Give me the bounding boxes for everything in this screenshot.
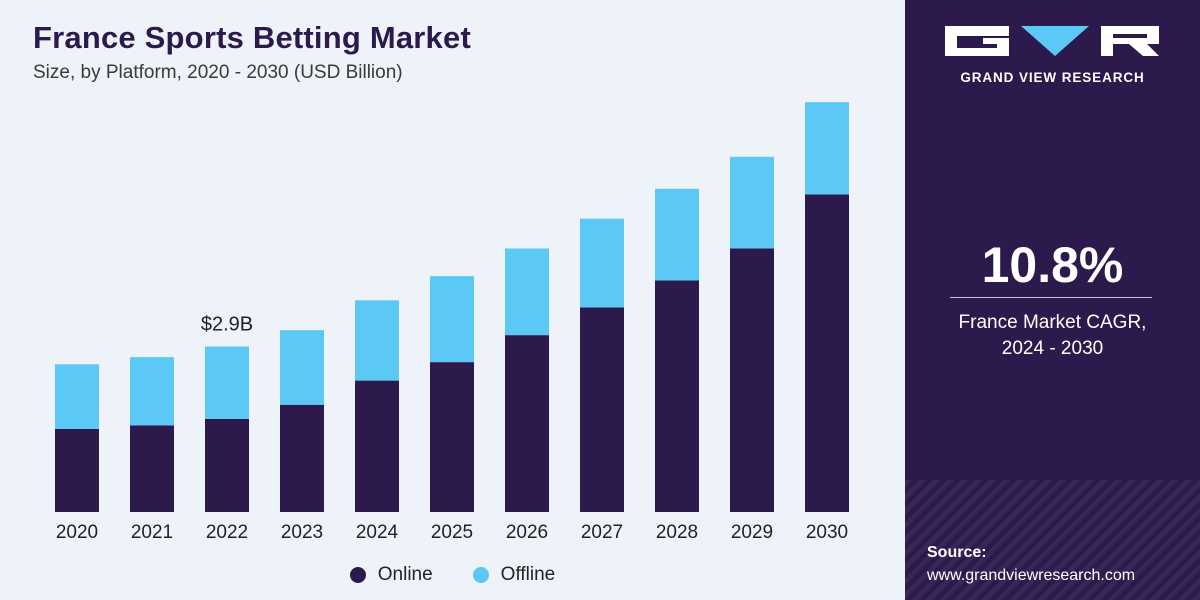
legend-item-online: Online: [349, 564, 433, 586]
logo-text: GRAND VIEW RESEARCH: [960, 70, 1145, 85]
cagr-divider: [950, 297, 1152, 298]
x-tick-label: 2023: [281, 522, 323, 543]
legend-label-online: Online: [377, 564, 433, 585]
source-title: Source:: [927, 544, 987, 561]
x-tick-label: 2025: [431, 522, 473, 543]
cagr-label-line1: France Market CAGR,: [958, 312, 1147, 333]
x-tick-label: 2022: [206, 522, 248, 543]
source-url: www.grandviewresearch.com: [927, 567, 1136, 584]
sidebar-panel: GRAND VIEW RESEARCH 10.8% France Market …: [905, 0, 1200, 600]
bar-offline-2024: [355, 300, 399, 381]
x-tick-label: 2021: [131, 522, 173, 543]
bar-online-2029: [730, 248, 774, 512]
stacked-bar-chart: 2020 2021 2022 2023 2024 2025 2026 2027 2028 2029…: [55, 102, 849, 543]
bar-offline-2030: [805, 102, 849, 195]
bar-online-2030: [805, 194, 849, 512]
legend-swatch-online: [349, 567, 366, 583]
bar-offline-2028: [655, 188, 699, 281]
bar-online-2026: [505, 335, 549, 512]
x-tick-label: 2027: [581, 522, 623, 543]
x-tick-label: 2029: [731, 522, 773, 543]
data-label-2022: $2.9B: [201, 313, 253, 335]
chart-legend: Online Offline: [0, 560, 905, 590]
cagr-label: France Market CAGR, 2024 - 2030: [905, 310, 1200, 362]
bar-online-2021: [130, 425, 174, 512]
bar-online-2023: [280, 404, 324, 512]
grand-view-research-logo: [945, 26, 1159, 56]
x-tick-label: 2020: [56, 522, 98, 543]
legend-swatch-offline: [472, 567, 489, 583]
bar-online-2022: [205, 418, 249, 512]
chart-area: France Sports Betting Market Size, by Pl…: [0, 20, 905, 590]
x-tick-label: 2024: [356, 522, 399, 543]
bar-offline-2029: [730, 156, 774, 249]
bar-offline-2027: [580, 218, 624, 308]
cagr-label-line2: 2024 - 2030: [1001, 338, 1104, 359]
legend-item-offline: Offline: [472, 564, 556, 586]
cagr-value: 10.8%: [981, 237, 1124, 293]
bar-offline-2020: [55, 364, 99, 429]
bar-online-2027: [580, 307, 624, 512]
x-tick-label: 2026: [506, 522, 548, 543]
legend-label-offline: Offline: [500, 564, 556, 585]
bar-offline-2022: [205, 346, 249, 419]
bar-offline-2023: [280, 330, 324, 405]
bar-online-2024: [355, 380, 399, 512]
source-pattern: [905, 480, 1200, 600]
bar-online-2028: [655, 280, 699, 512]
bar-offline-2026: [505, 248, 549, 336]
bar-online-2020: [55, 428, 99, 512]
x-tick-label: 2030: [806, 522, 848, 543]
chart-title: France Sports Betting Market: [33, 20, 471, 55]
bar-offline-2025: [430, 276, 474, 363]
x-tick-label: 2028: [656, 522, 698, 543]
bar-offline-2021: [130, 357, 174, 426]
chart-subtitle: Size, by Platform, 2020 - 2030 (USD Bill…: [33, 62, 403, 83]
bar-online-2025: [430, 362, 474, 512]
